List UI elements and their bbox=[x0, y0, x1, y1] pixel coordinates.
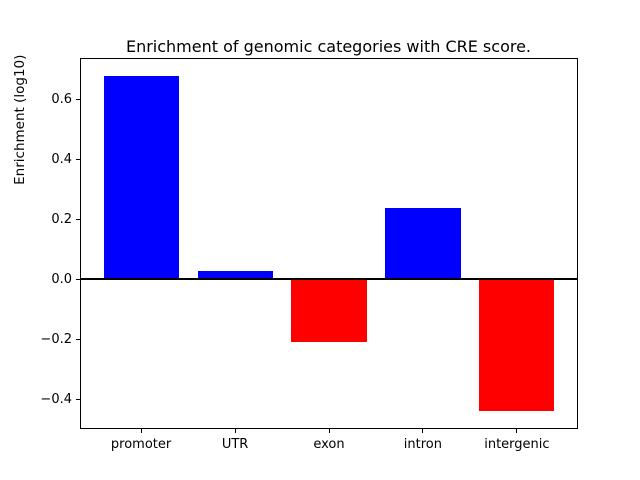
plot-area: −0.4 −0.2 0.0 0.2 0.4 0.6 promoter UTR exon intro… bbox=[40, 58, 578, 451]
ytick-label: −0.2 bbox=[40, 331, 72, 347]
xtick-mark bbox=[328, 429, 330, 433]
xtick-label-intron: intron bbox=[403, 437, 442, 452]
bar-intron bbox=[385, 207, 461, 280]
ytick-mark bbox=[76, 159, 80, 161]
ytick-label: 0.2 bbox=[51, 212, 72, 227]
chart-title: Enrichment of genomic categories with CR… bbox=[125, 37, 532, 56]
bar-promoter bbox=[103, 75, 179, 280]
ytick-label: −0.4 bbox=[40, 391, 72, 407]
xtick-mark bbox=[422, 429, 424, 433]
bar-intergenic bbox=[479, 279, 555, 412]
ytick-mark bbox=[76, 99, 80, 101]
xtick-mark bbox=[516, 429, 518, 433]
bar-exon bbox=[291, 279, 367, 343]
xtick-label-UTR: UTR bbox=[221, 437, 249, 452]
xtick-label-intergenic: intergenic bbox=[484, 437, 550, 452]
ytick-label: 0.6 bbox=[51, 92, 72, 108]
xtick-label-promoter: promoter bbox=[110, 437, 172, 452]
zero-line bbox=[81, 278, 577, 281]
ytick-mark bbox=[76, 338, 80, 340]
bar-UTR bbox=[197, 270, 273, 280]
xtick-label-exon: exon bbox=[313, 437, 345, 452]
ytick-mark bbox=[76, 219, 80, 220]
ytick-mark bbox=[76, 398, 80, 400]
xtick-mark bbox=[140, 429, 142, 433]
ytick-label: 0.4 bbox=[51, 152, 72, 168]
ytick-mark bbox=[76, 278, 80, 280]
ytick-label: 0.0 bbox=[51, 271, 72, 287]
xtick-mark bbox=[234, 429, 236, 433]
